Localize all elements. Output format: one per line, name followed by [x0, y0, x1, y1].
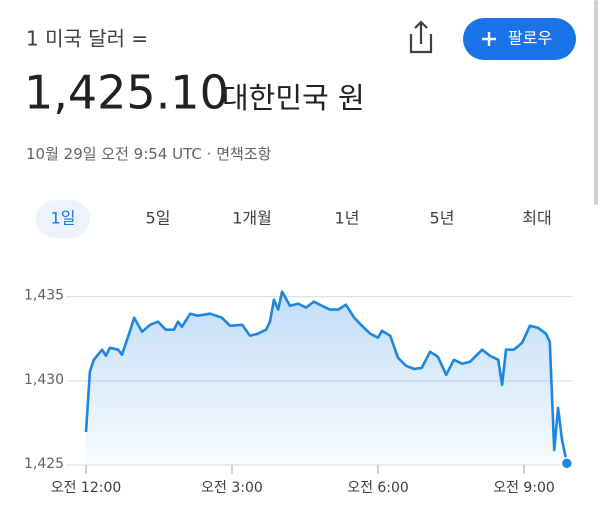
range-tab[interactable]: 1개월 [232, 209, 272, 228]
share-icon [409, 20, 433, 54]
y-tick-label: 1,435 [24, 288, 64, 304]
price: 1,425.10 [24, 66, 229, 120]
last-point [560, 457, 574, 470]
share-button[interactable] [409, 20, 433, 54]
range-tab[interactable]: 1년 [335, 209, 360, 228]
tab-label: 1년 [335, 209, 360, 228]
tab-label: 5일 [146, 209, 171, 228]
x-tick-label: 오전 12:00 [51, 480, 122, 496]
range-tab[interactable]: 5년 [430, 209, 455, 228]
tab-label: 최대 [522, 209, 551, 228]
tab-label: 1개월 [232, 209, 272, 228]
tab-label: 1일 [51, 209, 76, 228]
x-tick-label: 오전 6:00 [347, 480, 409, 496]
range-tab[interactable]: 최대 [522, 209, 551, 228]
disclaimer-link[interactable]: 면책조항 [216, 145, 271, 163]
price-line [84, 290, 569, 464]
meta: 10월 29일 오전 9:54 UTC · 면책조항 [26, 145, 272, 163]
plus-icon [482, 32, 496, 46]
x-tick-label: 오전 3:00 [201, 480, 263, 496]
y-tick-label: 1,430 [24, 372, 64, 388]
range-tab[interactable]: 1일 [36, 200, 90, 238]
timestamp: 10월 29일 오전 9:54 UTC [26, 145, 202, 163]
base-currency: 1 미국 달러 = [26, 27, 148, 51]
scrollbar [594, 0, 598, 205]
range-tab[interactable]: 5일 [146, 209, 171, 228]
area [86, 291, 567, 465]
currency: 대한민국 원 [222, 81, 365, 115]
range-tabs: 1일 5일 1개월 1년 5년 최대 [36, 200, 552, 238]
tab-highlight [36, 200, 90, 238]
x-tick-label: 오전 9:00 [493, 480, 555, 496]
follow-label: 팔로우 [508, 29, 552, 48]
follow-button[interactable]: 팔로우 [463, 18, 576, 60]
tab-label: 5년 [430, 209, 455, 228]
follow-bg [463, 18, 576, 60]
chart: 1,425 1,430 1,435 오전 12:00 오전 3:00 오전 6:00 오전 … [24, 288, 574, 496]
separator: · [207, 145, 212, 163]
y-tick-label: 1,425 [24, 456, 64, 472]
